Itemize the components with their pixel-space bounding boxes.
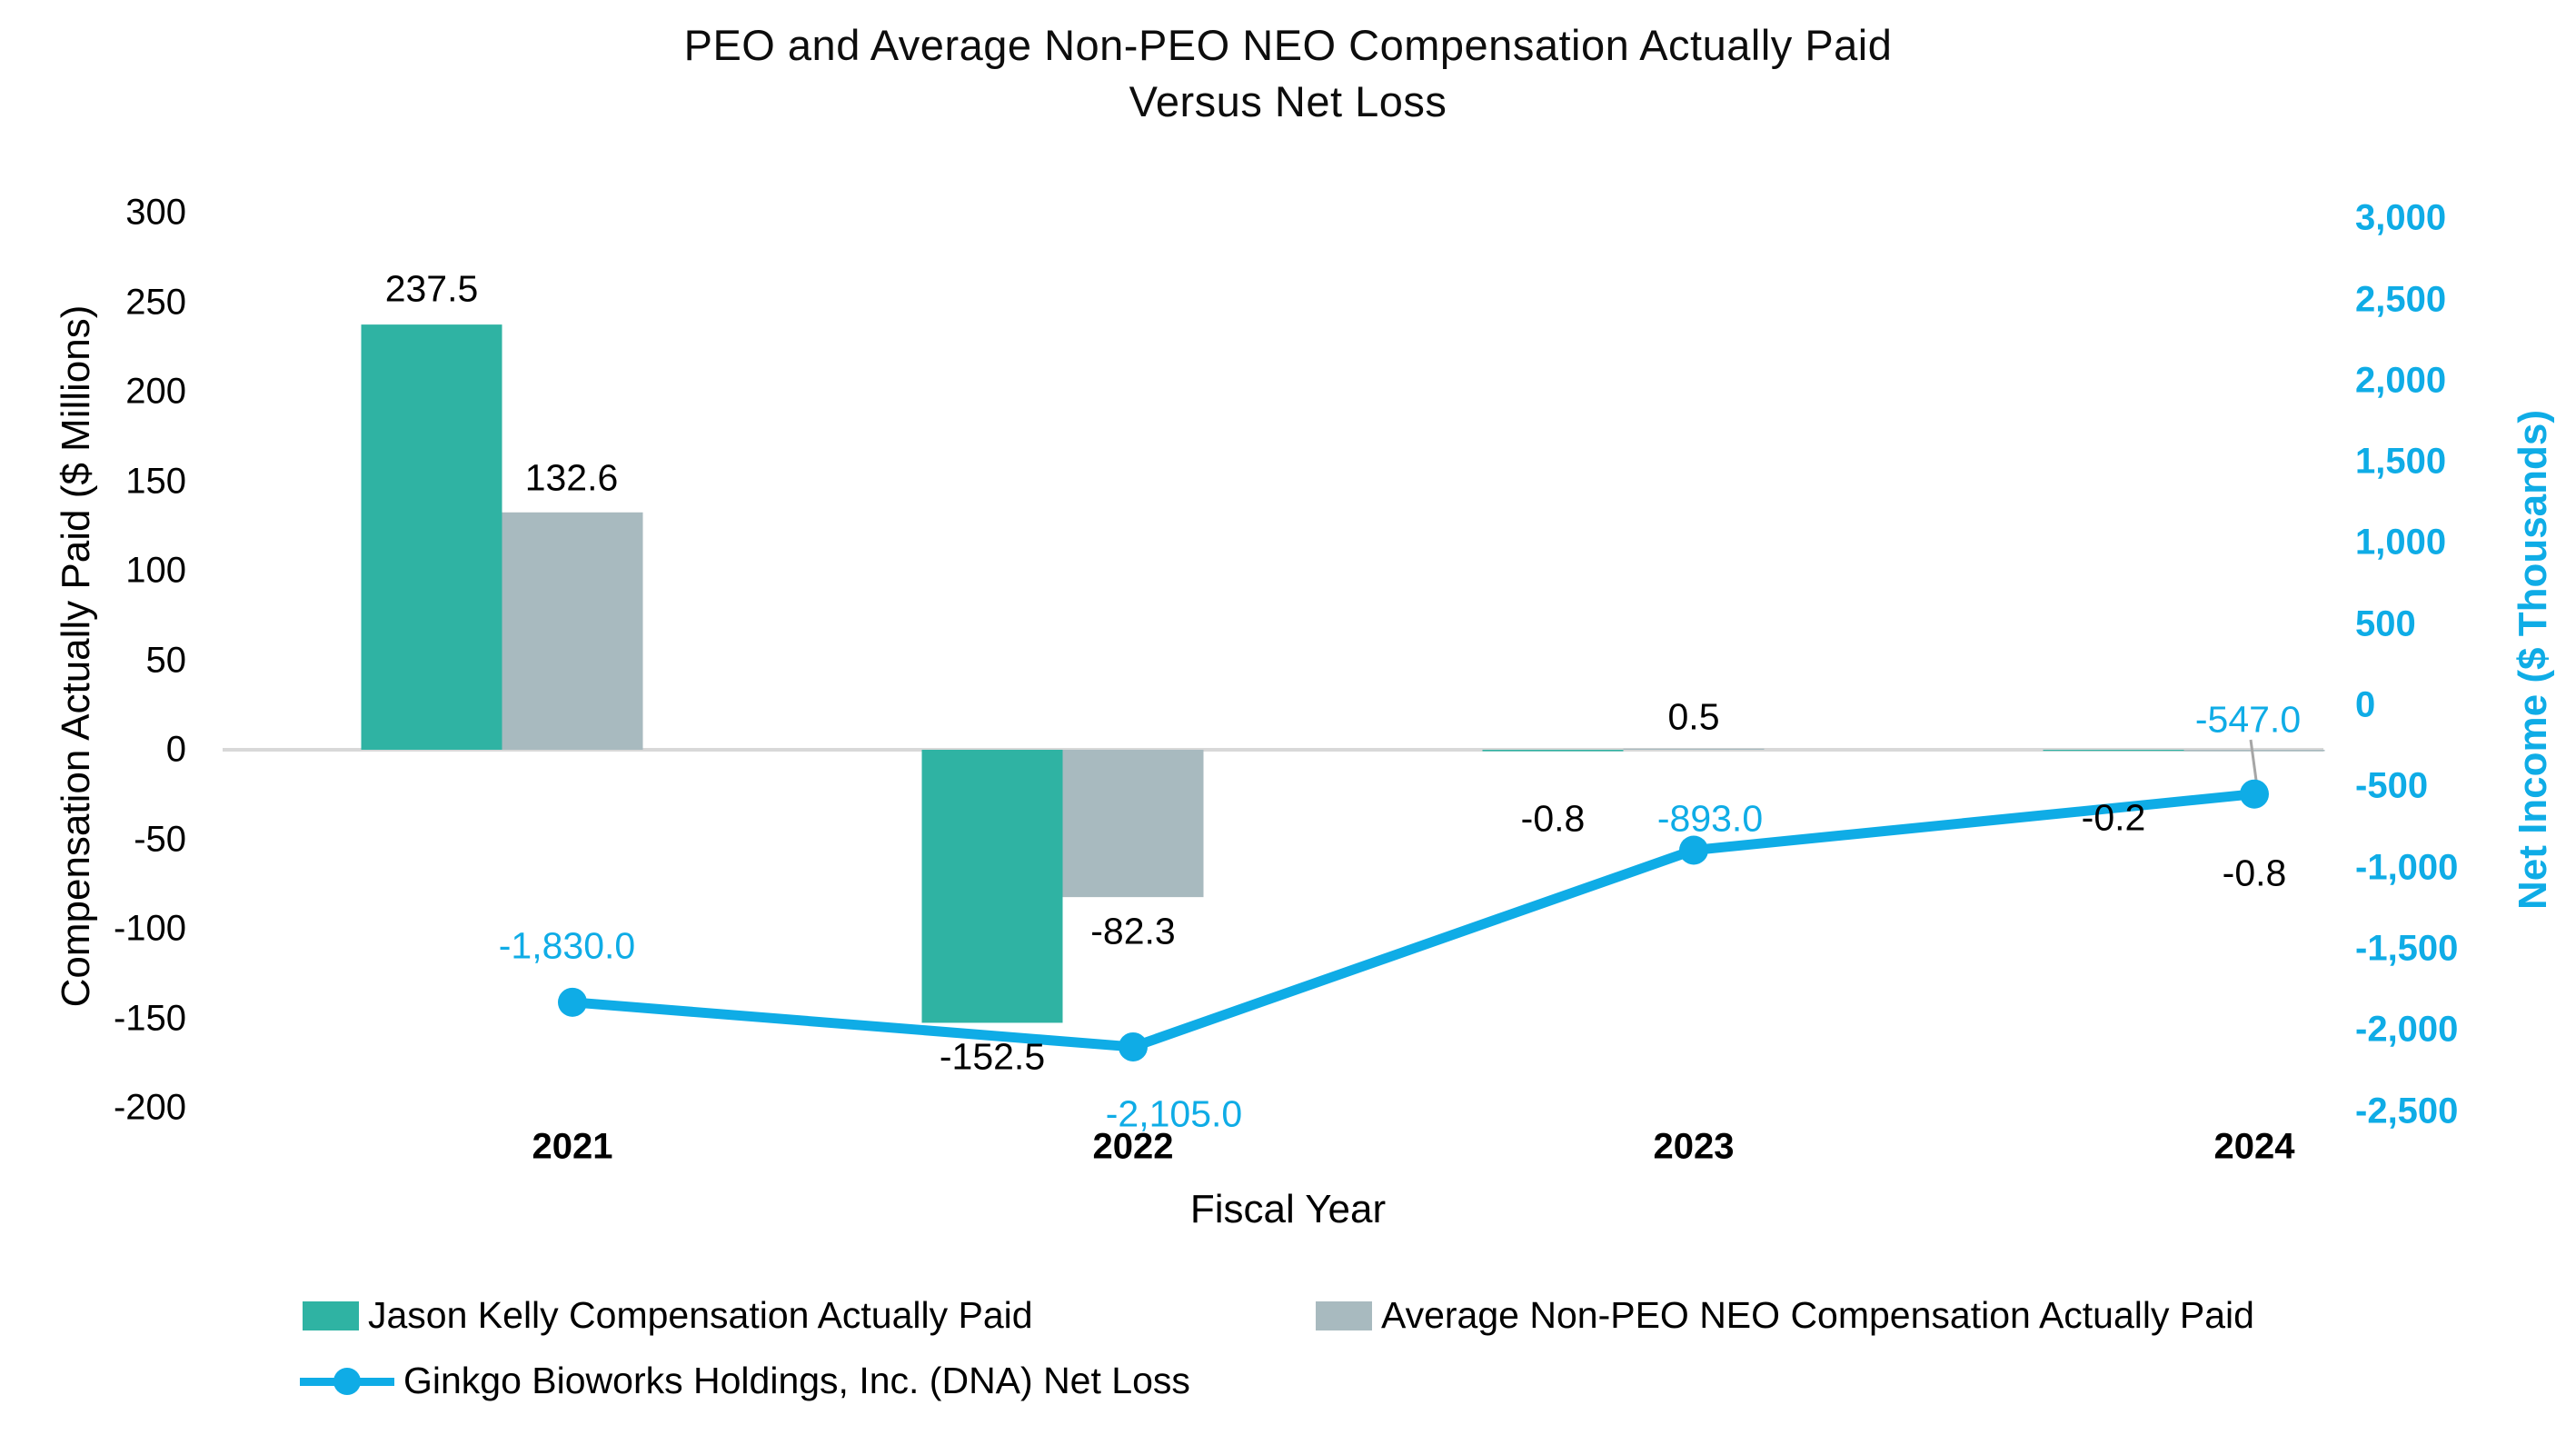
x-axis-tick-label-2022: 2022	[1092, 1126, 1174, 1167]
right-axis-tick-label: -500	[2355, 765, 2429, 806]
chart-title-line2: Versus Net Loss	[1129, 77, 1447, 125]
legend-label-avg-non-peo: Average Non-PEO NEO Compensation Actuall…	[1381, 1294, 2254, 1336]
bar-value-label-peo-2021: 237.5	[384, 267, 479, 310]
x-axis-tick-label-2024: 2024	[2213, 1126, 2295, 1167]
left-axis-tick-label: 150	[125, 461, 186, 501]
right-axis-tick-label: -1,000	[2355, 847, 2459, 888]
bar-value-label-avg-neo-2024: -0.8	[2222, 852, 2287, 894]
line-value-label-2024: -547.0	[2194, 698, 2302, 741]
right-axis-tick-label: -2,500	[2355, 1091, 2459, 1131]
line-marker-2021	[558, 987, 587, 1017]
legend-label-net-loss: Ginkgo Bioworks Holdings, Inc. (DNA) Net…	[403, 1360, 1190, 1401]
right-axis-tick-label: 1,500	[2355, 441, 2447, 482]
left-axis-tick-label: 200	[125, 371, 186, 412]
right-axis-tick-label: -2,000	[2355, 1009, 2459, 1050]
bar-value-label-avg-neo-2021: 132.6	[524, 456, 619, 499]
left-axis-tick-label: -200	[113, 1087, 186, 1128]
line-marker-2023	[1679, 835, 1708, 865]
x-axis-tick-label-2021: 2021	[532, 1126, 613, 1167]
net-loss-line	[567, 789, 2260, 1052]
right-axis-tick-label: 3,000	[2355, 197, 2447, 238]
left-axis-title: Compensation Actually Paid ($ Millions)	[54, 304, 98, 1008]
gray-bar-legend-swatch	[1316, 1300, 1372, 1330]
legend-item-jason-kelly: Jason Kelly Compensation Actually Paid	[303, 1294, 1033, 1337]
line-value-label-2021: -1,830.0	[498, 924, 636, 967]
bar-peo-2024	[2043, 750, 2184, 752]
right-axis-tick-label: 2,000	[2355, 360, 2447, 401]
bar-value-label-peo-2022: -152.5	[939, 1035, 1046, 1078]
legend-item-avg-non-peo: Average Non-PEO NEO Compensation Actuall…	[1316, 1294, 2254, 1337]
x-axis-tick-label-2023: 2023	[1653, 1126, 1735, 1167]
left-axis-tick-label: 250	[125, 282, 186, 322]
teal-bar-legend-swatch	[303, 1300, 359, 1330]
legend-label-jason-kelly: Jason Kelly Compensation Actually Paid	[368, 1294, 1033, 1336]
chart-title-line1: PEO and Average Non-PEO NEO Compensation…	[683, 21, 1893, 69]
right-axis-tick-label: 0	[2355, 684, 2376, 725]
bar-value-label-peo-2024: -0.2	[2081, 796, 2146, 839]
left-axis-tick-label: -100	[113, 908, 186, 949]
right-axis-tick-label: 500	[2355, 603, 2416, 644]
x-axis-title: Fiscal Year	[1189, 1187, 1387, 1231]
left-axis-tick-label: -50	[134, 819, 186, 859]
label-leader-line	[2249, 739, 2259, 788]
right-axis-tick-label: 2,500	[2355, 279, 2447, 319]
bar-peo-2022	[921, 750, 1063, 1023]
bar-avg-neo-2022	[1062, 750, 1204, 898]
bar-peo-2023	[1482, 750, 1624, 752]
bar-avg-neo-2024	[2183, 750, 2325, 752]
bar-avg-neo-2021	[502, 512, 643, 750]
legend-item-net-loss: Ginkgo Bioworks Holdings, Inc. (DNA) Net…	[300, 1360, 1190, 1402]
left-axis-tick-label: 100	[125, 550, 186, 591]
bar-value-label-peo-2023: -0.8	[1520, 797, 1586, 840]
line-marker-2024	[2240, 779, 2269, 809]
bar-avg-neo-2023	[1623, 748, 1765, 750]
line-value-label-2023: -893.0	[1656, 797, 1764, 840]
right-axis-tick-label: 1,000	[2355, 522, 2447, 563]
right-axis-title: Net Income ($ Thousands)	[2511, 409, 2555, 911]
line-value-label-2022: -2,105.0	[1105, 1092, 1243, 1135]
left-axis-tick-label: 0	[165, 729, 186, 770]
left-axis-tick-label: 300	[125, 192, 186, 233]
bar-value-label-avg-neo-2022: -82.3	[1090, 910, 1176, 952]
bar-value-label-avg-neo-2023: 0.5	[1667, 695, 1720, 738]
right-axis-tick-label: -1,500	[2355, 928, 2459, 969]
left-axis-tick-label: 50	[145, 640, 187, 680]
left-axis-tick-label: -150	[113, 998, 186, 1038]
line-legend-swatch	[300, 1367, 394, 1396]
bar-peo-2021	[361, 324, 502, 750]
line-marker-2022	[1119, 1031, 1148, 1061]
